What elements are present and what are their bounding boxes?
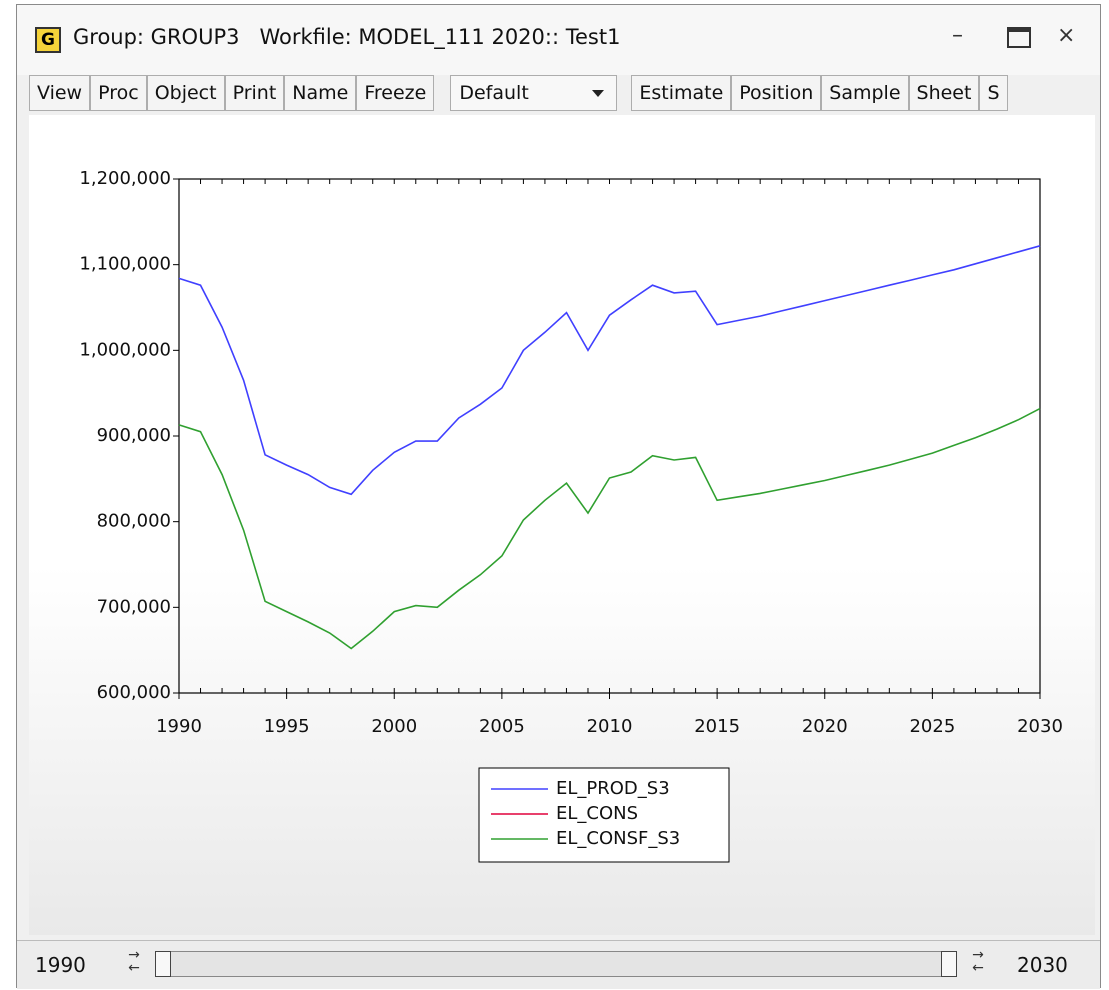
legend-box — [478, 767, 730, 863]
toolbar-button[interactable]: Freeze — [356, 75, 435, 111]
series-line — [178, 245, 1041, 496]
toolbar-button[interactable]: Estimate — [631, 75, 732, 111]
x-tick-label: 2030 — [1017, 716, 1063, 737]
y-tick-label: 1,100,000 — [79, 254, 171, 275]
slider-end-thumb[interactable] — [941, 951, 957, 977]
y-tick-label: 1,200,000 — [79, 168, 171, 189]
sample-start: 1990 — [35, 953, 86, 977]
y-tick-label: 800,000 — [97, 511, 171, 532]
toolbar: View Proc Object Print Name Freeze Default Esti… — [29, 75, 1008, 111]
window-icon: G — [35, 27, 61, 53]
x-tick-label: 1990 — [156, 716, 202, 737]
toolbar-button[interactable]: View — [29, 75, 91, 111]
sample-slider[interactable] — [155, 951, 957, 977]
y-tick-label: 900,000 — [97, 425, 171, 446]
x-tick-label: 1995 — [264, 716, 310, 737]
series-line — [178, 407, 1041, 650]
close-button[interactable]: × — [1057, 23, 1076, 48]
toolbar-button[interactable]: Print — [224, 75, 285, 111]
y-tick-label: 700,000 — [97, 596, 171, 617]
toolbar-button[interactable]: Object — [146, 75, 225, 111]
x-tick-label: 2000 — [371, 716, 417, 737]
legend-label: EL_CONS — [556, 803, 638, 824]
toolbar-button[interactable]: Position — [731, 75, 822, 111]
plot-frame — [178, 178, 1041, 694]
sample-end: 2030 — [1017, 953, 1068, 977]
x-tick-label: 2005 — [479, 716, 525, 737]
toolbar-button[interactable]: Name — [284, 75, 357, 111]
legend-label: EL_PROD_S3 — [556, 778, 670, 799]
y-tick-label: 1,000,000 — [79, 339, 171, 360]
toolbar-button[interactable]: S — [979, 75, 1008, 111]
toolbar-button[interactable]: Proc — [90, 75, 147, 111]
x-tick-label: 2010 — [587, 716, 633, 737]
window-title: Group: GROUP3 Workfile: MODEL_111 2020::… — [73, 25, 621, 49]
y-tick-label: 600,000 — [97, 682, 171, 703]
legend-label: EL_CONSF_S3 — [556, 828, 680, 849]
maximize-button[interactable] — [1007, 27, 1031, 48]
slider-start-thumb[interactable] — [155, 951, 171, 977]
toolbar-button[interactable]: Sheet — [908, 75, 980, 111]
toolbar-button[interactable]: Default — [450, 75, 618, 111]
toolbar-button[interactable]: Sample — [821, 75, 909, 111]
title-bar: G Group: GROUP3 Workfile: MODEL_111 2020… — [17, 5, 1100, 75]
x-tick-label: 2020 — [802, 716, 848, 737]
x-tick-label: 2015 — [694, 716, 740, 737]
shift-right-button[interactable]: → ← — [972, 947, 984, 976]
shift-left-button[interactable]: → ← — [128, 947, 140, 976]
minimize-button[interactable]: – — [952, 23, 963, 48]
sample-bar: 1990 → ← → ← 2030 — [17, 940, 1100, 989]
x-tick-label: 2025 — [909, 716, 955, 737]
